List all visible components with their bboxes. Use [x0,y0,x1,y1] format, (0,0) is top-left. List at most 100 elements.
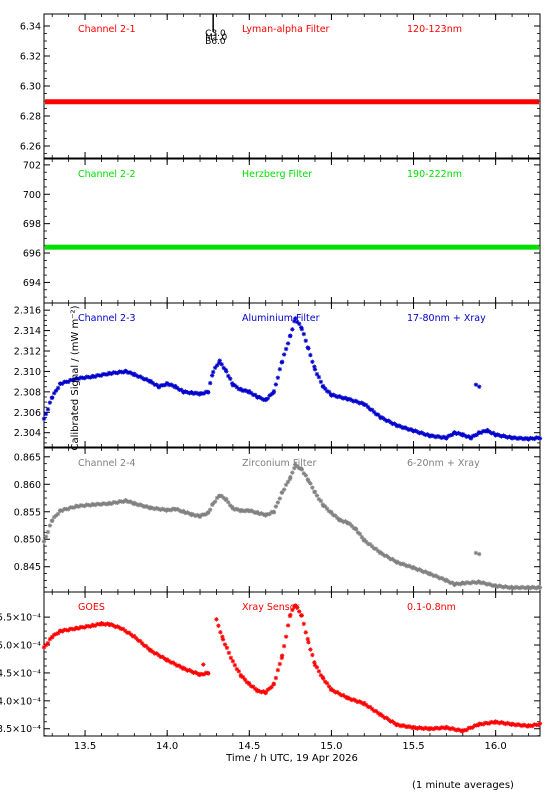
data-point [224,369,229,374]
band-label: 120-123nm [407,24,462,35]
series-line [45,99,539,105]
data-point [290,327,295,332]
data-point [277,496,283,501]
y-tick-label: 4.0×10⁻⁴ [0,696,41,707]
x-tick-label: 16.0 [485,741,507,752]
data-point [519,584,525,590]
data-point [281,352,287,357]
data-point [201,662,206,667]
data-point [222,642,228,647]
data-point [279,359,285,365]
y-tick-label: 6.32 [20,52,41,63]
footer-note: (1 minute averages) [412,780,514,791]
data-point [299,326,305,332]
data-point [314,493,320,498]
x-tick-label: 14.5 [238,741,260,752]
data-point [312,489,318,495]
data-point [232,662,238,668]
data-point [310,359,315,365]
data-point [50,518,55,523]
data-point [537,436,543,441]
y-tick-label: 0.860 [14,480,41,491]
data-point [273,675,279,681]
data-point [312,367,318,372]
series-points [45,99,539,105]
data-point [43,534,49,539]
data-point [140,375,145,381]
data-point [301,331,307,337]
channel-label: Channel 2-2 [78,169,136,180]
y-tick-label: 2.314 [14,326,41,337]
y-tick-label: 5.5×10⁻⁴ [0,613,41,624]
data-point [364,702,369,708]
data-point [212,499,218,504]
data-point [275,667,281,673]
y-tick-label: 6.34 [20,22,41,33]
y-tick-label: 3.5×10⁻⁴ [0,724,41,735]
y-tick-label: 698 [23,219,41,230]
data-point [285,623,291,628]
data-point [297,321,302,327]
data-point [226,650,232,656]
data-point [220,637,226,642]
data-point [41,416,47,422]
data-point [303,630,308,635]
data-point [373,708,379,714]
y-tick-label: 2.312 [14,347,41,358]
band-label: 0.1-0.8nm [407,602,456,613]
data-point [208,380,213,386]
data-point [306,346,311,351]
data-point [219,362,224,367]
data-point [299,613,305,618]
flare-class-label: C3.0 [205,29,226,39]
data-point [288,333,293,338]
data-point [218,630,223,635]
data-point [55,511,61,517]
series-points [41,603,543,734]
data-point [537,721,543,726]
band-label: 17-80nm + Xray [407,313,486,324]
data-point [308,352,313,358]
data-point [316,669,322,674]
data-point [47,523,53,528]
data-point [271,389,277,394]
panel-4: 0.845 0.850 0.855 0.860 0.865 Channel 2-4 Zirc… [14,447,543,593]
x-tick-label: 15.5 [402,741,424,752]
y-tick-label: 0.865 [14,452,41,463]
data-point [210,369,216,375]
data-point [109,501,114,506]
data-point [236,669,241,674]
data-point [318,498,324,504]
y-tick-label: 6.28 [20,112,41,123]
y-tick-label: 696 [23,249,41,260]
data-point [230,658,236,664]
panel-frame [43,158,541,304]
data-point [253,686,258,692]
data-point [301,621,307,627]
band-label: 6-20nm + Xray [407,458,480,469]
data-point [458,581,463,587]
data-point [290,470,295,475]
data-point [208,507,213,512]
data-point [50,395,55,400]
flare-marker: C3.0M1.0B6.0 [205,14,228,47]
data-point [275,500,281,505]
data-point [433,434,439,440]
y-tick-label: 2.308 [14,387,41,398]
y-tick-label: 5.0×10⁻⁴ [0,641,41,652]
data-point [310,485,315,490]
data-point [228,655,234,661]
filter-label: Lyman-alpha Filter [242,24,330,35]
data-point [473,550,479,556]
data-point [303,473,308,478]
channel-label: Channel 2-4 [78,458,136,469]
y-tick-label: 2.310 [14,367,41,378]
x-tick-label: 14.0 [156,741,178,752]
y-tick-label: 0.845 [14,562,41,573]
y-tick-label: 6.26 [20,142,41,153]
channel-label: Channel 2-3 [78,313,136,324]
data-point [398,424,404,429]
data-point [240,674,246,680]
data-point [324,681,330,686]
